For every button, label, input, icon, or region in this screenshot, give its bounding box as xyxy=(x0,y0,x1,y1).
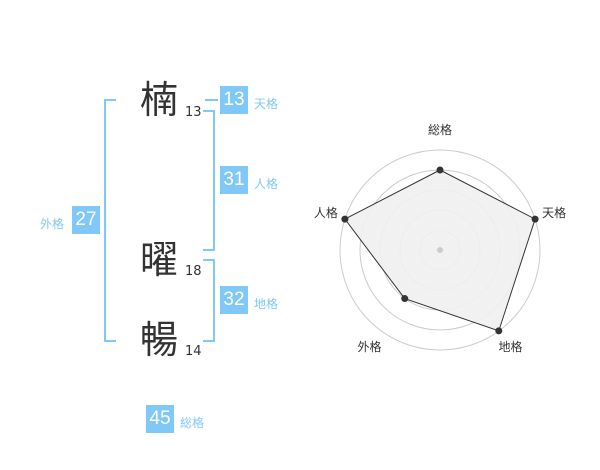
tenkaku-bracket xyxy=(205,99,218,101)
radar-center xyxy=(437,247,443,253)
strokes-3: 14 xyxy=(185,344,202,359)
radar-point xyxy=(436,166,444,174)
radar-point xyxy=(531,215,539,223)
tenkaku-label: 天格 xyxy=(254,97,279,111)
tenkaku-value: 13 xyxy=(220,86,248,114)
radar-point xyxy=(495,327,503,335)
radar-point xyxy=(401,295,409,303)
gaikaku-label: 外格 xyxy=(40,217,65,231)
radar-axis-label: 人格 xyxy=(314,205,338,220)
jinkaku-bracket xyxy=(203,110,215,251)
chikaku-label: 地格 xyxy=(254,297,279,311)
chikaku-value: 32 xyxy=(220,286,248,314)
gaikaku-bracket xyxy=(104,99,116,342)
radar-axis-label: 総格 xyxy=(428,122,452,137)
jinkaku-value: 31 xyxy=(220,166,248,194)
name-char-1: 楠 xyxy=(140,78,179,122)
name-char-3: 暢 xyxy=(140,318,179,362)
radar-ring xyxy=(339,149,541,351)
soukaku-label: 総格 xyxy=(180,416,205,430)
radar-axis-label: 外格 xyxy=(357,339,381,354)
radar-axis-label: 地格 xyxy=(499,339,523,354)
strokes-1: 13 xyxy=(185,105,202,120)
name-char-2: 曜 xyxy=(140,238,179,282)
jinkaku-label: 人格 xyxy=(254,177,279,191)
radar-axis-label: 天格 xyxy=(542,205,566,220)
gaikaku-value: 27 xyxy=(72,206,100,234)
chikaku-bracket xyxy=(203,259,215,342)
radar-point xyxy=(341,215,349,223)
soukaku-value: 45 xyxy=(146,405,174,433)
strokes-2: 18 xyxy=(185,264,202,279)
